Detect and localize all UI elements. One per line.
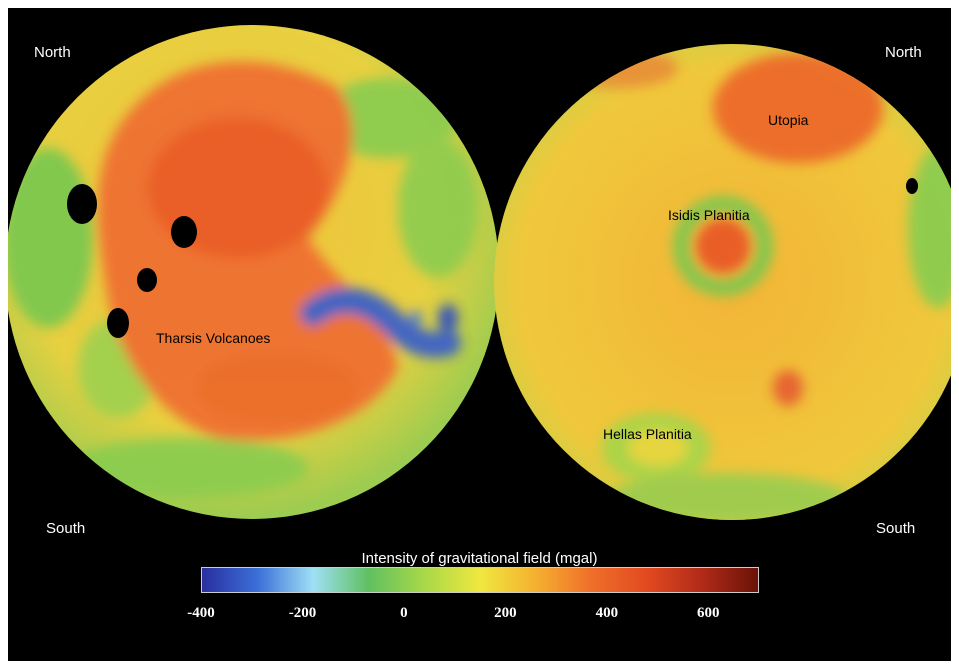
left-globe — [8, 25, 499, 519]
colorbar-title: Intensity of gravitational field (mgal) — [361, 550, 598, 567]
tharsis-volcano-spots — [67, 184, 197, 338]
south-label-left: South — [46, 520, 86, 537]
tharsis-label: Tharsis Volcanoes — [156, 330, 271, 346]
isidis-label: Isidis Planitia — [668, 207, 750, 223]
colorbar-tick-label: 200 — [494, 605, 517, 621]
colorbar-tick-label: 0 — [400, 605, 408, 621]
north-label-left: North — [34, 44, 71, 61]
colorbar-tick-label: 400 — [595, 605, 619, 621]
colorbar — [201, 567, 759, 593]
hellas-label: Hellas Planitia — [603, 426, 692, 442]
map-panel: North North South South Tharsis Volcanoe… — [8, 8, 951, 661]
utopia-label: Utopia — [768, 112, 809, 128]
colorbar-tick-label: -400 — [187, 605, 215, 621]
colorbar-tick-label: -200 — [288, 605, 317, 621]
north-label-right: North — [885, 44, 922, 61]
globes-svg — [8, 25, 951, 520]
south-label-right: South — [876, 520, 916, 537]
right-globe — [494, 44, 951, 520]
colorbar-tick-label: 600 — [697, 605, 720, 621]
